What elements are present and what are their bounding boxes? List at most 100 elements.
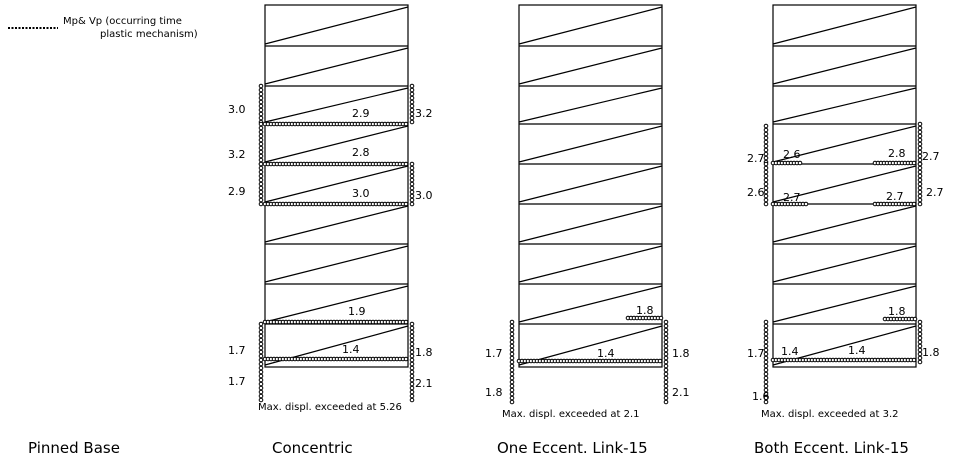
plastic-hinge xyxy=(803,201,809,207)
hinge-value: 1.8 xyxy=(922,346,940,359)
hinge-value: 3.2 xyxy=(415,107,433,120)
hinge-value: 2.1 xyxy=(672,386,690,399)
frame-outline xyxy=(264,4,409,368)
plastic-hinge xyxy=(409,193,415,199)
plastic-hinge xyxy=(509,339,515,345)
plastic-hinge xyxy=(509,347,515,353)
plastic-hinge xyxy=(763,343,769,349)
plastic-hinge xyxy=(663,335,669,341)
plastic-hinge xyxy=(663,387,669,393)
brace xyxy=(518,47,663,85)
plastic-hinge xyxy=(763,359,769,365)
brace xyxy=(772,6,917,45)
plastic-hinge xyxy=(258,385,264,391)
hinge-value: 1.4 xyxy=(781,345,799,358)
plastic-hinge xyxy=(763,327,769,333)
frame-outline xyxy=(772,4,917,368)
plastic-hinge xyxy=(409,329,415,335)
plastic-hinge xyxy=(409,397,415,403)
plastic-hinge xyxy=(258,393,264,399)
plastic-hinge xyxy=(258,91,264,97)
plastic-hinge xyxy=(663,383,669,389)
plastic-hinge xyxy=(409,189,415,195)
plastic-hinge xyxy=(258,133,264,139)
plastic-hinge xyxy=(403,201,409,207)
plastic-hinge xyxy=(509,367,515,373)
plastic-hinge xyxy=(409,87,415,93)
plastic-hinge xyxy=(509,383,515,389)
plastic-hinge xyxy=(763,177,769,183)
plastic-hinge xyxy=(409,119,415,125)
plastic-hinge xyxy=(509,323,515,329)
plastic-hinge xyxy=(663,391,669,397)
plastic-hinge xyxy=(917,177,923,183)
plastic-hinge xyxy=(409,201,415,207)
plastic-hinge xyxy=(917,335,923,341)
plastic-hinge xyxy=(763,201,769,207)
brace xyxy=(772,87,917,123)
plastic-hinge xyxy=(258,137,264,143)
plastic-hinge xyxy=(917,173,923,179)
plastic-hinge xyxy=(917,121,923,127)
plastic-hinge xyxy=(409,333,415,339)
plastic-hinge xyxy=(763,155,769,161)
plastic-hinge xyxy=(763,147,769,153)
hinge-value: 3.0 xyxy=(228,103,246,116)
plastic-hinge xyxy=(763,383,769,389)
plastic-hinge xyxy=(409,341,415,347)
plastic-hinge xyxy=(258,201,264,207)
hinge-value: 1.9 xyxy=(348,305,366,318)
legend: Mp& Vp (occurring time plastic mechanism… xyxy=(8,16,198,40)
plastic-hinge xyxy=(663,399,669,405)
plastic-hinge xyxy=(258,161,264,167)
brace xyxy=(772,245,917,283)
plastic-hinge xyxy=(911,160,917,166)
plastic-hinge xyxy=(258,145,264,151)
plastic-hinge xyxy=(917,323,923,329)
plastic-hinge xyxy=(258,177,264,183)
hinge-value: 2.7 xyxy=(926,186,944,199)
plastic-hinge xyxy=(258,173,264,179)
plastic-hinge xyxy=(763,367,769,373)
plastic-hinge xyxy=(763,399,769,405)
plastic-hinge xyxy=(663,327,669,333)
plastic-hinge xyxy=(763,161,769,167)
plastic-hinge xyxy=(409,111,415,117)
plastic-hinge xyxy=(917,193,923,199)
plastic-hinge xyxy=(258,141,264,147)
plastic-hinge xyxy=(763,319,769,325)
brace xyxy=(518,87,663,123)
hinge-value: 1.8 xyxy=(672,347,690,360)
plastic-hinge xyxy=(509,395,515,401)
frame-outline xyxy=(518,4,663,368)
plastic-hinge xyxy=(409,95,415,101)
brace xyxy=(772,125,917,163)
brace xyxy=(264,125,409,163)
plastic-hinge xyxy=(509,331,515,337)
plastic-hinge xyxy=(509,327,515,333)
hinge-value: 1.7 xyxy=(228,375,246,388)
plastic-hinge xyxy=(258,107,264,113)
base-label: Pinned Base xyxy=(28,439,120,457)
plastic-hinge xyxy=(258,329,264,335)
plastic-hinge xyxy=(409,345,415,351)
plastic-hinge xyxy=(258,397,264,403)
brace xyxy=(264,47,409,85)
plastic-hinge xyxy=(258,129,264,135)
plastic-hinge xyxy=(258,349,264,355)
plastic-hinge xyxy=(763,347,769,353)
plastic-hinge xyxy=(409,197,415,203)
hinge-value: 1.7 xyxy=(747,347,765,360)
plastic-hinge xyxy=(763,351,769,357)
plastic-hinge xyxy=(258,125,264,131)
hinge-value: 2.9 xyxy=(352,107,370,120)
max-displ-note: Max. displ. exceeded at 5.26 xyxy=(258,402,402,413)
hinge-value: 2.1 xyxy=(415,377,433,390)
plastic-hinge xyxy=(258,95,264,101)
plastic-hinges xyxy=(763,121,923,405)
hinge-value: 1.7 xyxy=(228,344,246,357)
panel-title: One Eccent. Link-15 xyxy=(497,439,648,457)
plastic-hinge xyxy=(258,345,264,351)
plastic-hinge xyxy=(409,349,415,355)
plastic-hinge xyxy=(663,347,669,353)
